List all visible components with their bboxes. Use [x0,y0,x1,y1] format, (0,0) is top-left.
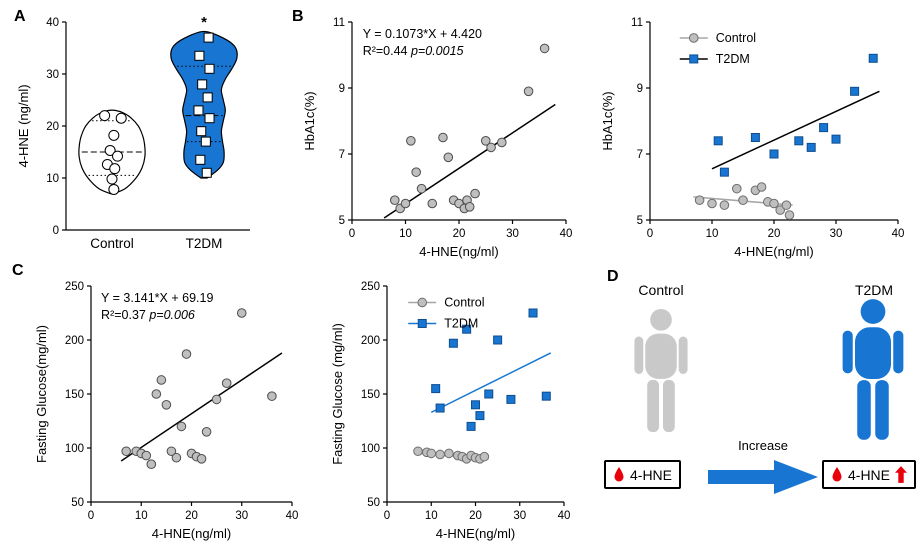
svg-text:40: 40 [46,17,59,29]
svg-text:10: 10 [399,228,412,240]
svg-text:4-HNE(ng/ml): 4-HNE(ng/ml) [152,526,231,541]
svg-text:20: 20 [46,121,59,133]
panel-d-diagram: Control T2DM Increase [600,272,918,550]
panel-label-a: A [14,8,26,25]
svg-text:30: 30 [46,69,59,81]
violin-chart-4hne: 0 10 20 30 40 4-HNE (ng/ml) Control T2DM * [14,10,262,262]
svg-text:20: 20 [185,510,198,522]
scatter-hba1c-combined: 0 10 20 30 40 5 7 9 11 HbA1c(%) 4-HNE(ng/ml) Y = 0.… [300,10,578,262]
svg-text:Control: Control [90,236,134,251]
svg-text:Fasting Glucose(mg/ml): Fasting Glucose(mg/ml) [34,325,49,463]
svg-text:150: 150 [361,389,380,401]
svg-text:40: 40 [558,510,571,522]
blood-droplet-icon [614,467,624,482]
svg-text:4-HNE(ng/ml): 4-HNE(ng/ml) [436,526,515,541]
panel-label-c: C [12,262,24,279]
svg-text:Control: Control [716,31,756,45]
svg-text:30: 30 [235,510,248,522]
svg-text:T2DM: T2DM [716,52,750,66]
svg-text:9: 9 [637,83,643,95]
t2dm-group-label: T2DM [854,282,894,298]
svg-text:R²=0.37 p=0.006: R²=0.37 p=0.006 [101,308,195,322]
svg-text:30: 30 [506,228,519,240]
svg-text:10: 10 [46,173,59,185]
svg-text:200: 200 [361,335,380,347]
svg-text:7: 7 [339,149,345,161]
svg-text:Fasting Glucose (mg/ml): Fasting Glucose (mg/ml) [330,323,345,465]
svg-text:11: 11 [631,17,643,29]
svg-text:250: 250 [65,281,84,293]
svg-text:20: 20 [469,510,482,522]
svg-text:HbA1c(%): HbA1c(%) [302,91,317,150]
svg-text:10: 10 [135,510,148,522]
t2dm-person-icon [842,299,904,440]
svg-text:100: 100 [361,443,380,455]
panel-c-combined-svg: 0 10 20 30 40 50 100 150 200 250 Fasting Glucose(m… [34,281,299,541]
panel-b-combined-svg: 0 10 20 30 40 5 7 9 11 HbA1c(%) 4-HNE(ng/ml) Y = 0.… [302,17,573,259]
svg-text:T2DM: T2DM [186,236,223,251]
t2dm-4hne-box: 4-HNE [822,460,917,489]
svg-text:100: 100 [65,443,84,455]
svg-text:0: 0 [88,510,94,522]
svg-text:9: 9 [339,83,345,95]
panel-b-groups-svg: 0 10 20 30 40 5 7 9 11 HbA1c(%) 4-HNE(ng/ml) Contro… [600,17,905,259]
svg-text:0: 0 [384,510,390,522]
panel-label-d: D [607,268,619,285]
svg-text:50: 50 [367,497,380,509]
control-person-icon [634,308,688,433]
svg-text:20: 20 [768,228,781,240]
control-4hne-box: 4-HNE [604,460,682,489]
svg-text:10: 10 [425,510,438,522]
panel-c-groups-svg: 0 10 20 30 40 50 100 150 200 250 Fasting Glucose (… [330,281,571,541]
svg-text:40: 40 [560,228,573,240]
panel-label-b: B [292,8,304,25]
control-group-label: Control [638,282,684,298]
svg-text:20: 20 [453,228,466,240]
scatter-glucose-groups: 0 10 20 30 40 50 100 150 200 250 Fasting Glucose (… [328,274,576,544]
svg-text:250: 250 [361,281,380,293]
panel-a-violin-svg: 0 10 20 30 40 4-HNE (ng/ml) Control T2DM * [16,14,250,251]
svg-text:Control: Control [444,295,484,309]
svg-text:0: 0 [647,228,653,240]
svg-text:R²=0.44 p=0.0015: R²=0.44 p=0.0015 [363,44,464,58]
svg-text:Y = 0.1073*X + 4.420: Y = 0.1073*X + 4.420 [363,27,482,41]
control-4hne-box-label: 4-HNE [630,466,673,483]
svg-text:200: 200 [65,335,84,347]
scatter-hba1c-groups: 0 10 20 30 40 5 7 9 11 HbA1c(%) 4-HNE(ng/ml) Contro… [598,10,910,262]
t2dm-4hne-box-label: 4-HNE [848,466,891,483]
svg-text:7: 7 [637,149,643,161]
right-arrow-icon [708,460,818,494]
svg-text:0: 0 [349,228,355,240]
svg-text:Y = 3.141*X + 69.19: Y = 3.141*X + 69.19 [101,291,213,305]
increase-up-arrow-icon [895,466,908,483]
scatter-glucose-combined: 0 10 20 30 40 50 100 150 200 250 Fasting Glucose(m… [32,274,304,544]
svg-text:30: 30 [513,510,526,522]
svg-text:4-HNE (ng/ml): 4-HNE (ng/ml) [16,84,31,167]
svg-text:40: 40 [892,228,905,240]
svg-text:11: 11 [333,17,345,29]
svg-text:0: 0 [53,225,59,237]
svg-text:*: * [201,14,207,31]
svg-text:40: 40 [286,510,299,522]
svg-text:T2DM: T2DM [444,316,478,330]
svg-text:50: 50 [71,497,84,509]
svg-text:30: 30 [830,228,843,240]
svg-text:4-HNE(ng/ml): 4-HNE(ng/ml) [734,244,813,259]
blood-droplet-icon [832,467,842,482]
increase-label: Increase [738,438,788,453]
svg-text:HbA1c(%): HbA1c(%) [600,91,615,150]
svg-text:10: 10 [706,228,719,240]
svg-text:5: 5 [339,215,345,227]
svg-text:5: 5 [637,215,643,227]
svg-text:150: 150 [65,389,84,401]
svg-text:4-HNE(ng/ml): 4-HNE(ng/ml) [419,244,498,259]
